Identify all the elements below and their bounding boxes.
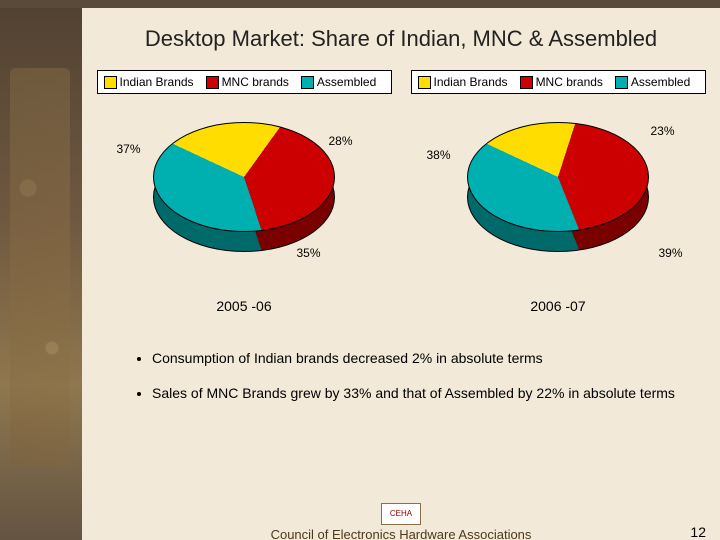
footer: CEHA Council of Electronics Hardware Ass… bbox=[82, 503, 720, 540]
pct-label: 39% bbox=[659, 246, 683, 260]
year-label: 2005 -06 bbox=[97, 298, 392, 314]
bullet-item: Consumption of Indian brands decreased 2… bbox=[152, 348, 700, 369]
pie-3d: 23% 39% 38% bbox=[411, 122, 706, 282]
pie-top bbox=[153, 122, 335, 232]
legend-item: Assembled bbox=[615, 75, 690, 89]
decorative-sidebar bbox=[0, 8, 82, 540]
swatch-icon bbox=[104, 76, 117, 89]
pie-3d: 28% 35% 37% bbox=[97, 122, 392, 282]
swatch-icon bbox=[418, 76, 431, 89]
page-number: 12 bbox=[690, 524, 706, 540]
content-area: Desktop Market: Share of Indian, MNC & A… bbox=[82, 8, 720, 540]
bullet-item: Sales of MNC Brands grew by 33% and that… bbox=[152, 383, 700, 404]
legend-item: Assembled bbox=[301, 75, 376, 89]
swatch-icon bbox=[301, 76, 314, 89]
pct-label: 35% bbox=[297, 246, 321, 260]
legend: Indian Brands MNC brands Assembled bbox=[411, 70, 706, 94]
legend-item: MNC brands bbox=[206, 75, 289, 89]
pct-label: 37% bbox=[117, 142, 141, 156]
pie-top bbox=[467, 122, 649, 232]
swatch-icon bbox=[520, 76, 533, 89]
chart-2006-07: Indian Brands MNC brands Assembled 23% 3… bbox=[411, 70, 706, 314]
footer-text: Council of Electronics Hardware Associat… bbox=[271, 527, 532, 540]
slide: Desktop Market: Share of Indian, MNC & A… bbox=[0, 0, 720, 540]
swatch-icon bbox=[615, 76, 628, 89]
logo-icon: CEHA bbox=[381, 503, 421, 525]
legend-item: Indian Brands bbox=[104, 75, 194, 89]
pct-label: 38% bbox=[427, 148, 451, 162]
legend: Indian Brands MNC brands Assembled bbox=[97, 70, 392, 94]
legend-item: MNC brands bbox=[520, 75, 603, 89]
pct-label: 28% bbox=[329, 134, 353, 148]
swatch-icon bbox=[206, 76, 219, 89]
year-label: 2006 -07 bbox=[411, 298, 706, 314]
page-title: Desktop Market: Share of Indian, MNC & A… bbox=[82, 26, 720, 52]
pct-label: 23% bbox=[651, 124, 675, 138]
legend-item: Indian Brands bbox=[418, 75, 508, 89]
bullet-list: Consumption of Indian brands decreased 2… bbox=[112, 348, 700, 404]
chart-2005-06: Indian Brands MNC brands Assembled 28% 3… bbox=[97, 70, 392, 314]
charts-row: Indian Brands MNC brands Assembled 28% 3… bbox=[82, 70, 720, 314]
